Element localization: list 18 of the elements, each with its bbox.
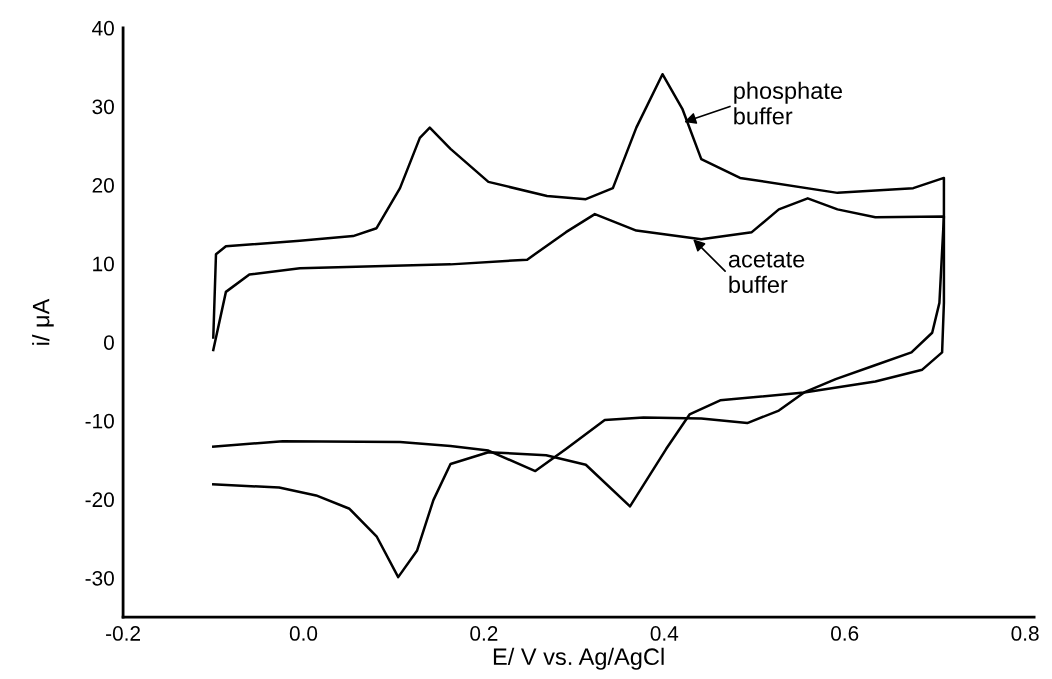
annotation: acetate buffer [728, 252, 805, 293]
x-tick-label: 0.8 [1011, 626, 1039, 641]
x-axis-title: E/ V vs. Ag/AgCl [493, 647, 664, 670]
x-tick-label: 0.4 [650, 626, 679, 641]
y-tick-label: 40 [92, 20, 114, 36]
y-tick-label: -10 [85, 413, 114, 429]
y-tick-label: 20 [92, 178, 114, 193]
y-tick-label: -30 [85, 570, 114, 586]
y-tick-label: -20 [85, 492, 114, 508]
x-tick-label: 0.6 [831, 626, 859, 641]
x-tick-label: 0.0 [289, 626, 318, 641]
y-tick-label: 10 [93, 256, 114, 272]
x-tick-label: 0.2 [470, 626, 498, 641]
y-tick-label: 0 [103, 335, 114, 350]
y-tick-label: 30 [92, 99, 114, 115]
y-axis-title: i/ μA [32, 298, 54, 345]
annotation: phosphate buffer [734, 81, 842, 125]
x-tick-label: -0.2 [106, 626, 140, 641]
